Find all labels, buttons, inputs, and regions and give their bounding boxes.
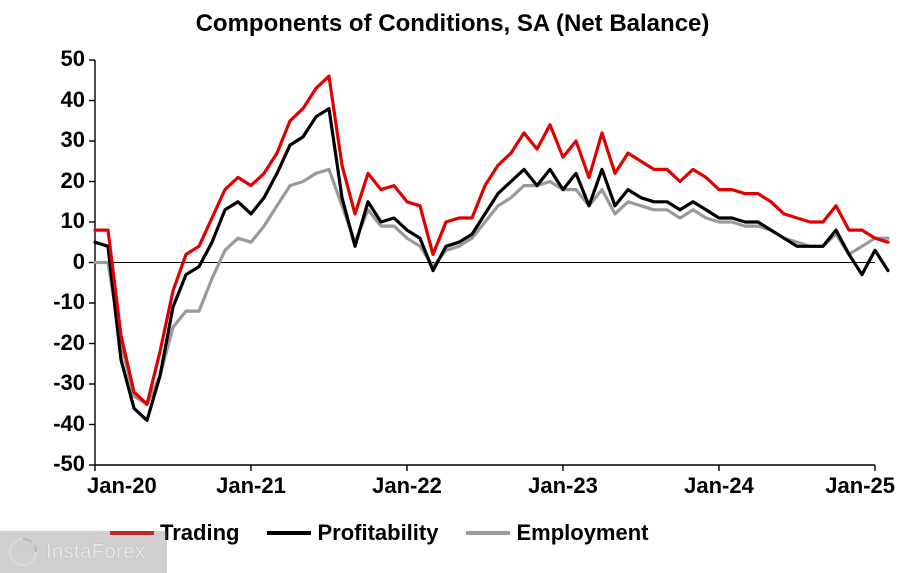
watermark-icon: [6, 535, 40, 569]
legend-swatch: [466, 531, 510, 535]
chart-legend: Trading Profitability Employment: [110, 520, 649, 546]
y-tick-label: -40: [35, 411, 85, 437]
x-tick-label: Jan-23: [508, 473, 618, 499]
watermark-prefix: Insta: [46, 541, 92, 563]
legend-item: Employment: [466, 520, 648, 546]
x-tick-label: Jan-22: [352, 473, 462, 499]
y-tick-label: 20: [35, 168, 85, 194]
chart-title: Components of Conditions, SA (Net Balanc…: [0, 10, 905, 38]
legend-label: Employment: [516, 520, 648, 546]
x-tick-label: Jan-25: [785, 473, 895, 499]
legend-item: Profitability: [267, 520, 438, 546]
y-tick-label: -20: [35, 330, 85, 356]
y-tick-label: -10: [35, 289, 85, 315]
x-tick-label: Jan-20: [87, 473, 197, 499]
watermark-suffix: Forex: [92, 541, 146, 563]
y-tick-label: -50: [35, 451, 85, 477]
legend-swatch: [267, 531, 311, 535]
legend-label: Profitability: [317, 520, 438, 546]
y-tick-label: 0: [35, 249, 85, 275]
y-tick-label: 30: [35, 127, 85, 153]
watermark-text: InstaForex: [46, 541, 145, 564]
y-tick-label: 50: [35, 46, 85, 72]
y-tick-label: -30: [35, 370, 85, 396]
y-tick-label: 40: [35, 87, 85, 113]
y-tick-label: 10: [35, 208, 85, 234]
watermark: InstaForex: [0, 531, 167, 573]
x-tick-label: Jan-24: [664, 473, 774, 499]
chart-container: Components of Conditions, SA (Net Balanc…: [0, 0, 905, 573]
legend-label: Trading: [160, 520, 239, 546]
x-tick-label: Jan-21: [196, 473, 306, 499]
